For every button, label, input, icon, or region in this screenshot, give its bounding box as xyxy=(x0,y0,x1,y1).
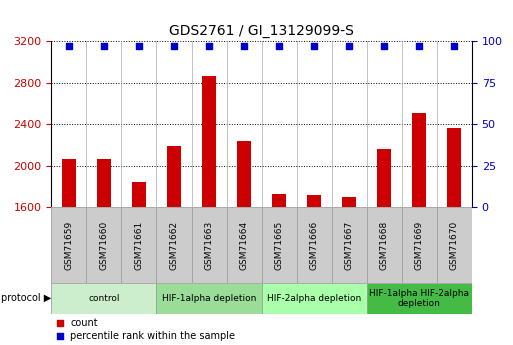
Bar xyxy=(367,283,472,314)
Text: GSM71664: GSM71664 xyxy=(240,220,249,269)
Point xyxy=(450,43,459,49)
Bar xyxy=(122,207,156,283)
Bar xyxy=(367,207,402,283)
Point xyxy=(380,43,388,49)
Title: GDS2761 / GI_13129099-S: GDS2761 / GI_13129099-S xyxy=(169,23,354,38)
Text: GSM71668: GSM71668 xyxy=(380,220,389,269)
Bar xyxy=(132,182,146,207)
Text: GSM71663: GSM71663 xyxy=(205,220,213,269)
Bar xyxy=(62,159,76,207)
Text: protocol ▶: protocol ▶ xyxy=(1,294,51,303)
Bar xyxy=(51,283,156,314)
Bar xyxy=(156,207,191,283)
Point xyxy=(65,43,73,49)
Bar xyxy=(167,146,181,207)
Text: control: control xyxy=(88,294,120,303)
Bar xyxy=(437,207,472,283)
Point xyxy=(275,43,283,49)
Bar xyxy=(307,195,321,207)
Text: GSM71660: GSM71660 xyxy=(100,220,108,269)
Bar xyxy=(412,113,426,207)
Bar xyxy=(237,141,251,207)
Point xyxy=(55,320,64,325)
Point xyxy=(55,334,64,339)
Text: count: count xyxy=(70,318,98,328)
Point xyxy=(345,43,353,49)
Text: HIF-1alpha depletion: HIF-1alpha depletion xyxy=(162,294,256,303)
Bar xyxy=(332,207,367,283)
Bar xyxy=(202,76,216,207)
Text: GSM71661: GSM71661 xyxy=(134,220,144,269)
Text: GSM71665: GSM71665 xyxy=(274,220,284,269)
Text: GSM71666: GSM71666 xyxy=(310,220,319,269)
Bar xyxy=(262,283,367,314)
Text: GSM71659: GSM71659 xyxy=(64,220,73,269)
Bar xyxy=(97,159,111,207)
Point xyxy=(240,43,248,49)
Bar xyxy=(51,207,86,283)
Bar xyxy=(262,207,297,283)
Bar xyxy=(447,128,461,207)
Text: HIF-2alpha depletion: HIF-2alpha depletion xyxy=(267,294,361,303)
Text: HIF-1alpha HIF-2alpha
depletion: HIF-1alpha HIF-2alpha depletion xyxy=(369,289,469,308)
Point xyxy=(135,43,143,49)
Bar xyxy=(297,207,332,283)
Point xyxy=(310,43,318,49)
Bar xyxy=(156,283,262,314)
Text: GSM71669: GSM71669 xyxy=(415,220,424,269)
Text: GSM71667: GSM71667 xyxy=(345,220,354,269)
Bar xyxy=(342,197,356,207)
Bar xyxy=(86,207,122,283)
Point xyxy=(170,43,178,49)
Point xyxy=(205,43,213,49)
Bar xyxy=(227,207,262,283)
Point xyxy=(100,43,108,49)
Text: percentile rank within the sample: percentile rank within the sample xyxy=(70,331,235,341)
Bar xyxy=(191,207,227,283)
Text: GSM71670: GSM71670 xyxy=(450,220,459,269)
Bar xyxy=(272,194,286,207)
Bar xyxy=(402,207,437,283)
Point xyxy=(415,43,423,49)
Bar xyxy=(377,149,391,207)
Text: GSM71662: GSM71662 xyxy=(169,220,179,269)
